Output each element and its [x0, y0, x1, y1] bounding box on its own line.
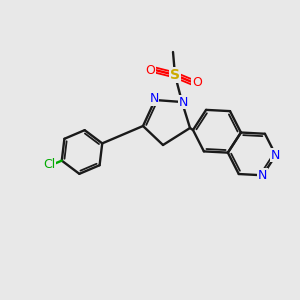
Text: N: N: [149, 92, 159, 106]
Text: O: O: [145, 64, 155, 76]
Text: O: O: [192, 76, 202, 88]
Text: N: N: [271, 149, 280, 162]
Text: Cl: Cl: [44, 158, 56, 171]
Text: N: N: [178, 95, 188, 109]
Text: N: N: [258, 169, 267, 182]
Text: S: S: [170, 68, 180, 82]
